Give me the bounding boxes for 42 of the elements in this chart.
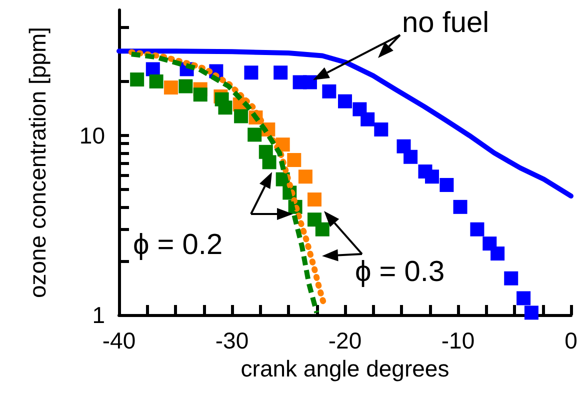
- y-tick-label: 10: [79, 122, 105, 148]
- point: [516, 291, 531, 306]
- y-axis-title: ozone concentration [ppm]: [24, 26, 50, 298]
- point: [244, 66, 258, 80]
- point: [322, 84, 336, 98]
- x-tick-label: -20: [328, 328, 362, 354]
- y-tick-label: 1: [92, 302, 105, 328]
- point: [274, 66, 288, 80]
- point: [130, 72, 144, 87]
- point: [234, 109, 248, 124]
- point: [262, 155, 276, 170]
- point: [149, 74, 164, 88]
- point: [404, 150, 418, 164]
- point: [374, 122, 388, 136]
- annotation: ϕ = 0.3: [355, 256, 445, 288]
- point: [524, 306, 538, 320]
- point: [338, 94, 352, 108]
- x-tick-label: -10: [441, 328, 475, 354]
- annotation: no fuel: [402, 7, 490, 39]
- point: [453, 200, 468, 214]
- point: [360, 112, 375, 126]
- point: [248, 128, 262, 142]
- point: [470, 222, 484, 236]
- point: [490, 246, 505, 261]
- x-tick-label: -40: [102, 328, 136, 354]
- point: [193, 88, 208, 102]
- point: [307, 192, 322, 206]
- point: [302, 75, 317, 90]
- point: [298, 170, 312, 184]
- x-tick-label: -30: [215, 328, 249, 354]
- point: [287, 153, 302, 168]
- point: [164, 80, 178, 95]
- point: [425, 170, 440, 184]
- x-axis-title: crank angle degrees: [240, 355, 450, 382]
- point: [504, 271, 518, 286]
- x-tick-label: 0: [564, 328, 578, 354]
- point: [315, 222, 330, 236]
- point: [218, 100, 232, 115]
- point: [178, 79, 193, 94]
- point: [440, 178, 454, 192]
- annotation: ϕ = 0.2: [133, 229, 223, 261]
- point: [146, 62, 160, 76]
